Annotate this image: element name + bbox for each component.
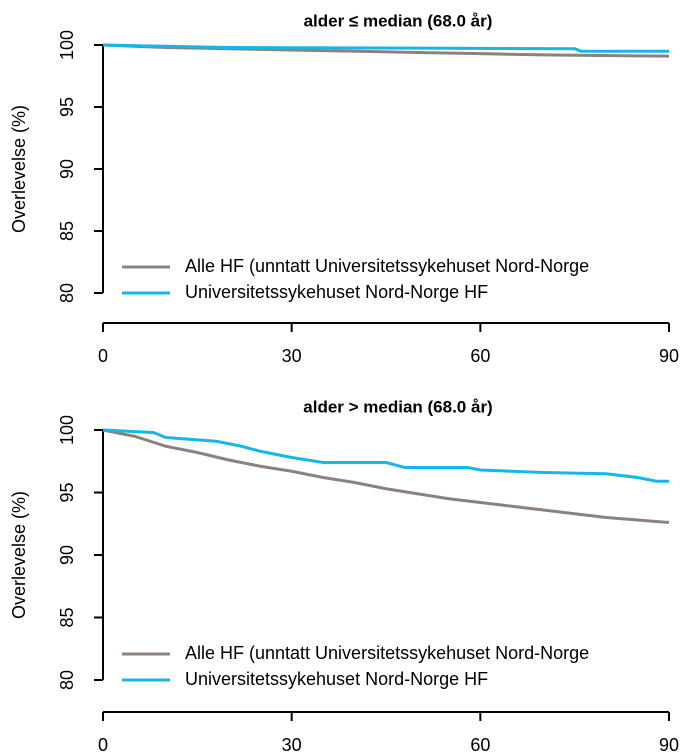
legend-label: Alle HF (unntatt Universitetssykehuset N…: [185, 643, 589, 663]
y-tick-label: 95: [57, 482, 77, 502]
x-tick-label: 30: [282, 735, 302, 753]
survival-line: [102, 43, 669, 53]
y-tick-label: 85: [57, 221, 77, 241]
y-tick-label: 85: [57, 607, 77, 627]
legend-label: Universitetssykehuset Nord-Norge HF: [185, 669, 488, 689]
chart-title: alder ≤ median (68.0 år): [304, 11, 493, 30]
y-tick-label: 80: [57, 670, 77, 690]
y-tick-label: 90: [57, 545, 77, 565]
x-tick-label: 90: [659, 346, 679, 366]
survival-line: [102, 428, 669, 483]
y-tick-label: 90: [57, 159, 77, 179]
y-tick-label: 80: [57, 283, 77, 303]
x-tick-label: 0: [98, 346, 108, 366]
survival-line: [102, 428, 670, 524]
y-axis-label: Overlevelse (%): [9, 105, 29, 233]
x-tick-label: 60: [470, 735, 490, 753]
y-axis-label: Overlevelse (%): [9, 491, 29, 619]
x-tick-label: 30: [282, 346, 302, 366]
legend-label: Universitetssykehuset Nord-Norge HF: [185, 282, 488, 302]
legend-label: Alle HF (unntatt Universitetssykehuset N…: [185, 256, 589, 276]
x-tick-label: 60: [470, 346, 490, 366]
x-tick-label: 0: [98, 735, 108, 753]
x-tick-label: 90: [659, 735, 679, 753]
y-tick-label: 100: [57, 30, 77, 60]
y-tick-label: 95: [57, 97, 77, 117]
y-tick-label: 100: [57, 415, 77, 445]
chart-title: alder > median (68.0 år): [303, 397, 492, 416]
